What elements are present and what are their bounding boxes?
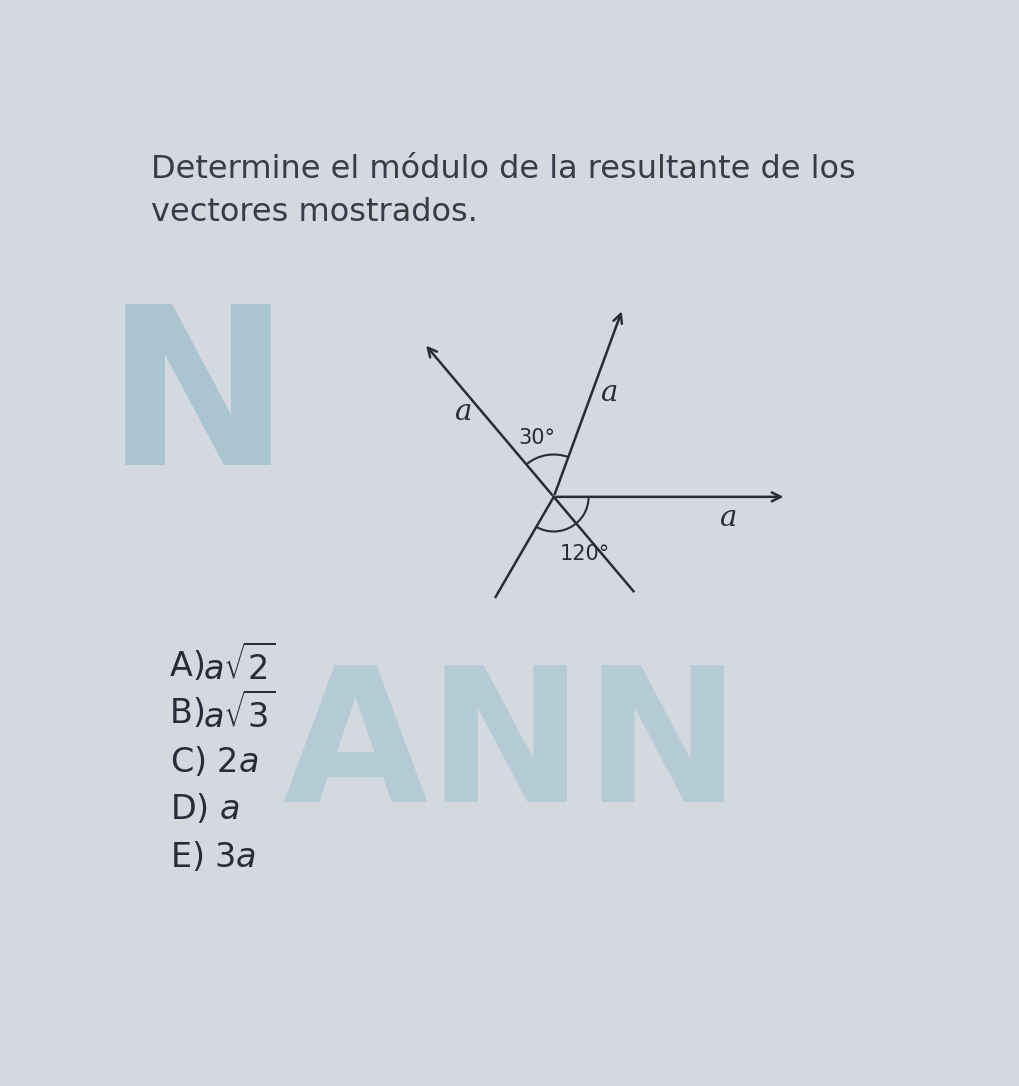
Text: ANN: ANN bbox=[282, 660, 741, 842]
Text: C) 2$a$: C) 2$a$ bbox=[170, 745, 258, 779]
Text: B): B) bbox=[170, 697, 216, 731]
Text: 30°: 30° bbox=[519, 429, 555, 449]
Text: a: a bbox=[599, 379, 616, 407]
Text: a: a bbox=[718, 504, 736, 532]
Text: $a\sqrt{2}$: $a\sqrt{2}$ bbox=[203, 645, 274, 687]
Text: 120°: 120° bbox=[559, 544, 609, 564]
Text: $a\sqrt{3}$: $a\sqrt{3}$ bbox=[203, 693, 274, 735]
Text: vectores mostrados.: vectores mostrados. bbox=[151, 197, 477, 228]
Text: D) $a$: D) $a$ bbox=[170, 793, 239, 826]
Text: a: a bbox=[454, 399, 472, 427]
Text: A): A) bbox=[170, 649, 216, 683]
Text: N: N bbox=[104, 298, 290, 512]
Text: Determine el módulo de la resultante de los: Determine el módulo de la resultante de … bbox=[151, 154, 855, 186]
Text: E) 3$a$: E) 3$a$ bbox=[170, 841, 256, 874]
